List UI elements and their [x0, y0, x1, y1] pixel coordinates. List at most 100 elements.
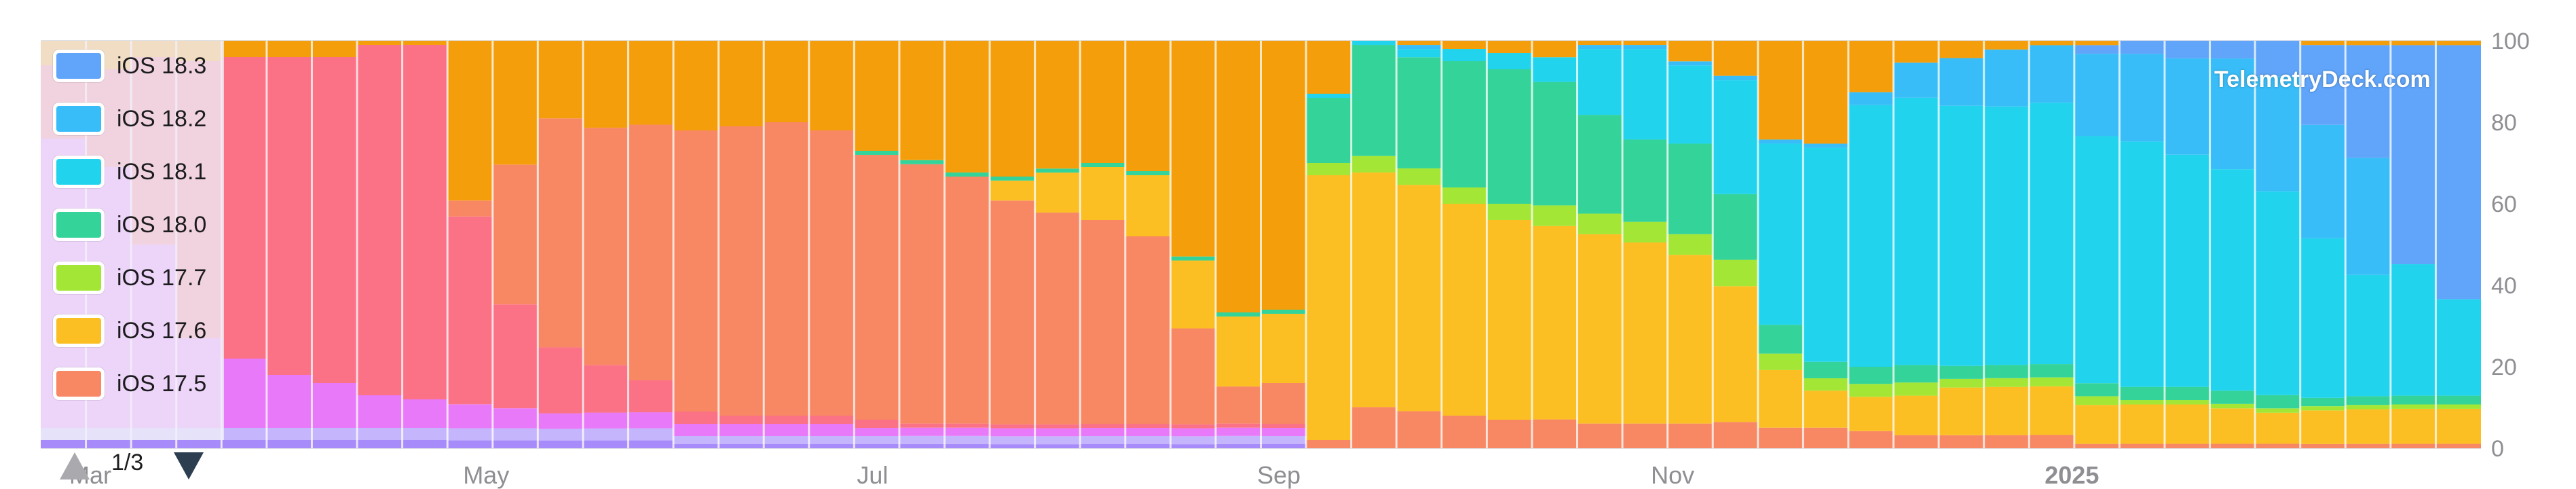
- y-tick-label: 20: [2491, 355, 2517, 380]
- bar-segment: [1306, 41, 1351, 94]
- bar-segment: [1306, 94, 1351, 98]
- bar-segment: [899, 41, 945, 160]
- bar-segment: [1396, 168, 1442, 185]
- bar-segment: [2300, 45, 2346, 125]
- bar-segment: [990, 424, 1035, 429]
- bar-segment: [492, 41, 538, 165]
- bar-segment: [1034, 444, 1081, 448]
- bar-segment: [2345, 158, 2391, 275]
- bar-segment: [1125, 175, 1171, 236]
- bar-segment: [854, 444, 899, 448]
- bar-segment: [1803, 143, 1848, 148]
- bar-segment: [2345, 274, 2391, 397]
- bar-segment: [41, 440, 86, 448]
- bar-segment: [1125, 236, 1171, 424]
- bar-segment: [899, 164, 945, 424]
- bar-segment: [357, 395, 403, 428]
- bar-segment: [1215, 423, 1261, 428]
- bar-segment: [2209, 391, 2256, 404]
- bar-segment: [1983, 365, 2030, 378]
- legend-item-ios-17-6[interactable]: iOS 17.6: [53, 311, 219, 350]
- legend-item-ios-17-5[interactable]: iOS 17.5: [53, 364, 219, 403]
- bar-segment: [447, 428, 493, 441]
- bar-segment: [221, 57, 267, 359]
- bar-segment: [2209, 403, 2256, 409]
- bar-segment: [2209, 443, 2256, 448]
- bar-segment: [1261, 383, 1307, 424]
- bar-segment: [1261, 41, 1307, 310]
- bar-segment: [266, 41, 312, 57]
- bar-segment: [718, 424, 764, 436]
- bar-segment: [2300, 443, 2346, 448]
- bar-segment: [1215, 312, 1261, 317]
- bar-segment: [673, 41, 719, 130]
- bar-segment: [1893, 395, 1939, 435]
- bar-segment: [1939, 365, 1984, 379]
- bar-segment: [1034, 428, 1081, 437]
- bar-segment: [718, 126, 764, 416]
- bar-segment: [2209, 41, 2256, 59]
- bar-segment: [1577, 423, 1623, 448]
- bar-segment: [2164, 404, 2210, 444]
- bar-segment: [2435, 404, 2481, 409]
- bar-segment: [266, 375, 312, 428]
- bar-segment: [944, 177, 990, 424]
- bar-segment: [808, 436, 855, 444]
- bar-segment: [2209, 58, 2256, 170]
- legend-swatch: [53, 103, 105, 135]
- bar-segment: [312, 57, 358, 383]
- bar-segment: [1757, 427, 1804, 448]
- legend-item-ios-18-0[interactable]: iOS 18.0: [53, 205, 219, 244]
- legend-swatch: [53, 50, 105, 82]
- bar-segment: [2029, 45, 2074, 103]
- bar-segment: [2300, 410, 2346, 444]
- bar-segment: [221, 41, 267, 57]
- bar-segment: [899, 427, 945, 436]
- bar-segment: [1125, 428, 1171, 436]
- bar-segment: [808, 444, 855, 448]
- legend-item-ios-18-2[interactable]: iOS 18.2: [53, 99, 219, 139]
- bar-segment: [2164, 386, 2210, 401]
- bar-segment: [357, 440, 403, 448]
- bar-segment: [1261, 424, 1307, 428]
- bar-segment: [1351, 45, 1397, 156]
- bar-segment: [2119, 404, 2165, 444]
- bar-segment: [1848, 367, 1894, 384]
- bar-segment: [538, 429, 583, 441]
- triangle-up-icon[interactable]: [60, 452, 90, 479]
- bar-segment: [447, 404, 493, 429]
- bar-segment: [312, 440, 358, 448]
- bar-segment: [764, 41, 809, 122]
- bar-segment: [492, 304, 538, 409]
- legend-swatch: [53, 261, 105, 294]
- bar-segment: [402, 440, 448, 448]
- bar-segment: [1757, 139, 1804, 144]
- bar-segment: [628, 41, 674, 125]
- bar-segment: [1667, 65, 1713, 144]
- legend-item-label: iOS 18.2: [117, 105, 207, 132]
- bar-segment: [221, 440, 267, 448]
- bar-segment: [1170, 436, 1216, 445]
- legend-swatch: [53, 156, 105, 188]
- legend-item-ios-18-3[interactable]: iOS 18.3: [53, 46, 219, 86]
- bar-segment: [1893, 365, 1939, 383]
- bar-segment: [1034, 212, 1081, 424]
- bar-segment: [1577, 213, 1623, 234]
- legend-item-ios-17-7[interactable]: iOS 17.7: [53, 258, 219, 297]
- bar-segment: [2074, 45, 2120, 54]
- bar-segment: [2390, 443, 2436, 448]
- legend-item-ios-18-1[interactable]: iOS 18.1: [53, 152, 219, 192]
- bar-segment: [808, 130, 855, 416]
- bar-segment: [1803, 378, 1848, 391]
- x-tick-label: Nov: [1651, 461, 1694, 489]
- bar-segment: [854, 151, 899, 155]
- bar-segment: [1170, 428, 1216, 437]
- bar-segment: [1080, 220, 1125, 424]
- bar-segment: [538, 118, 583, 348]
- bar-segment: [2345, 396, 2391, 405]
- bar-segment: [357, 428, 403, 440]
- triangle-down-icon[interactable]: [174, 452, 204, 479]
- bar-segment: [1983, 49, 2030, 107]
- bar-segment: [402, 428, 448, 440]
- x-tick-label: Jul: [857, 461, 888, 489]
